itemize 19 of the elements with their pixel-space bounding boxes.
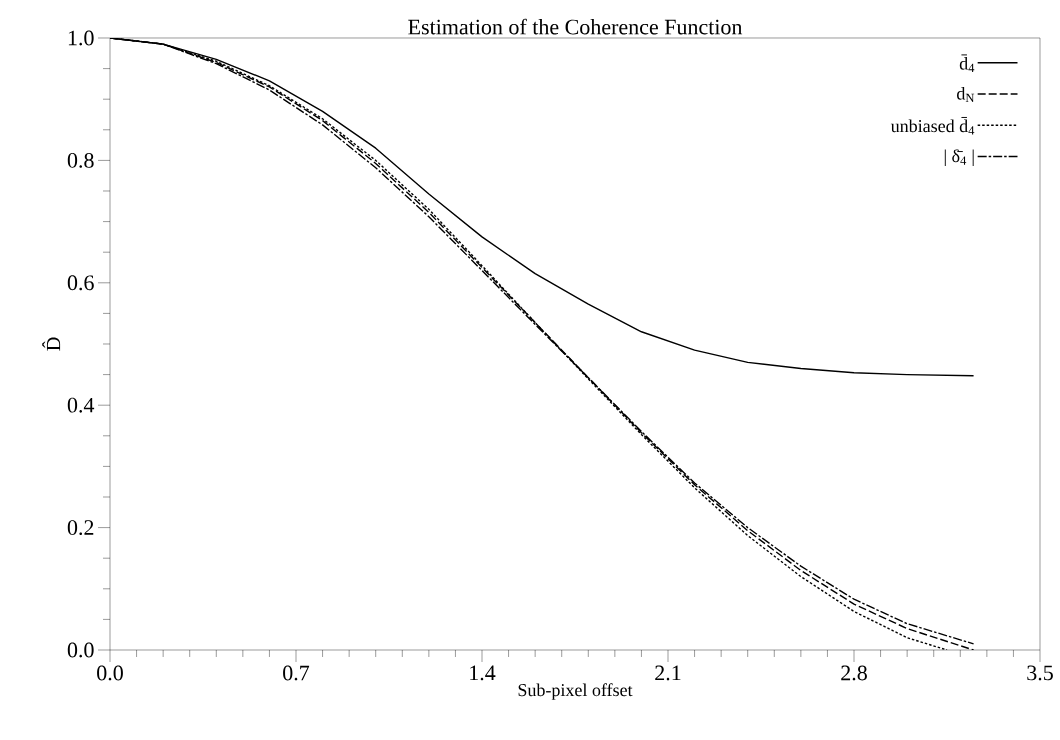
legend-label: | δ̄$_{4}$ |: [944, 149, 974, 166]
legend-label: unbiased d̄$_{4}$: [890, 116, 975, 135]
y-tick-label: 1.0: [68, 30, 94, 46]
x-tick-label: 1.4: [470, 665, 496, 681]
x-axis-title: Sub-pixel offset: [518, 683, 633, 700]
y-tick-label: 0.6: [67, 275, 94, 291]
y-tick-label: 0.2: [67, 520, 94, 536]
x-tick-label: 3.5: [1027, 665, 1053, 681]
y-tick-label: 0.8: [67, 152, 94, 168]
legend-label: d$_{N}$: [957, 86, 975, 103]
x-tick-label: 0.0: [97, 665, 123, 681]
x-tick-label: 0.7: [283, 665, 310, 681]
legend-label: d̄$_{4}$: [959, 54, 975, 73]
y-tick-label: 0.0: [67, 642, 94, 658]
x-tick-label: 2.8: [841, 665, 867, 681]
x-tick-label: 2.1: [655, 665, 681, 681]
y-tick-label: 0.4: [67, 397, 95, 413]
chart-title: Estimation of the Coherence Function: [408, 18, 743, 35]
y-axis-title: D̂: [42, 337, 61, 351]
